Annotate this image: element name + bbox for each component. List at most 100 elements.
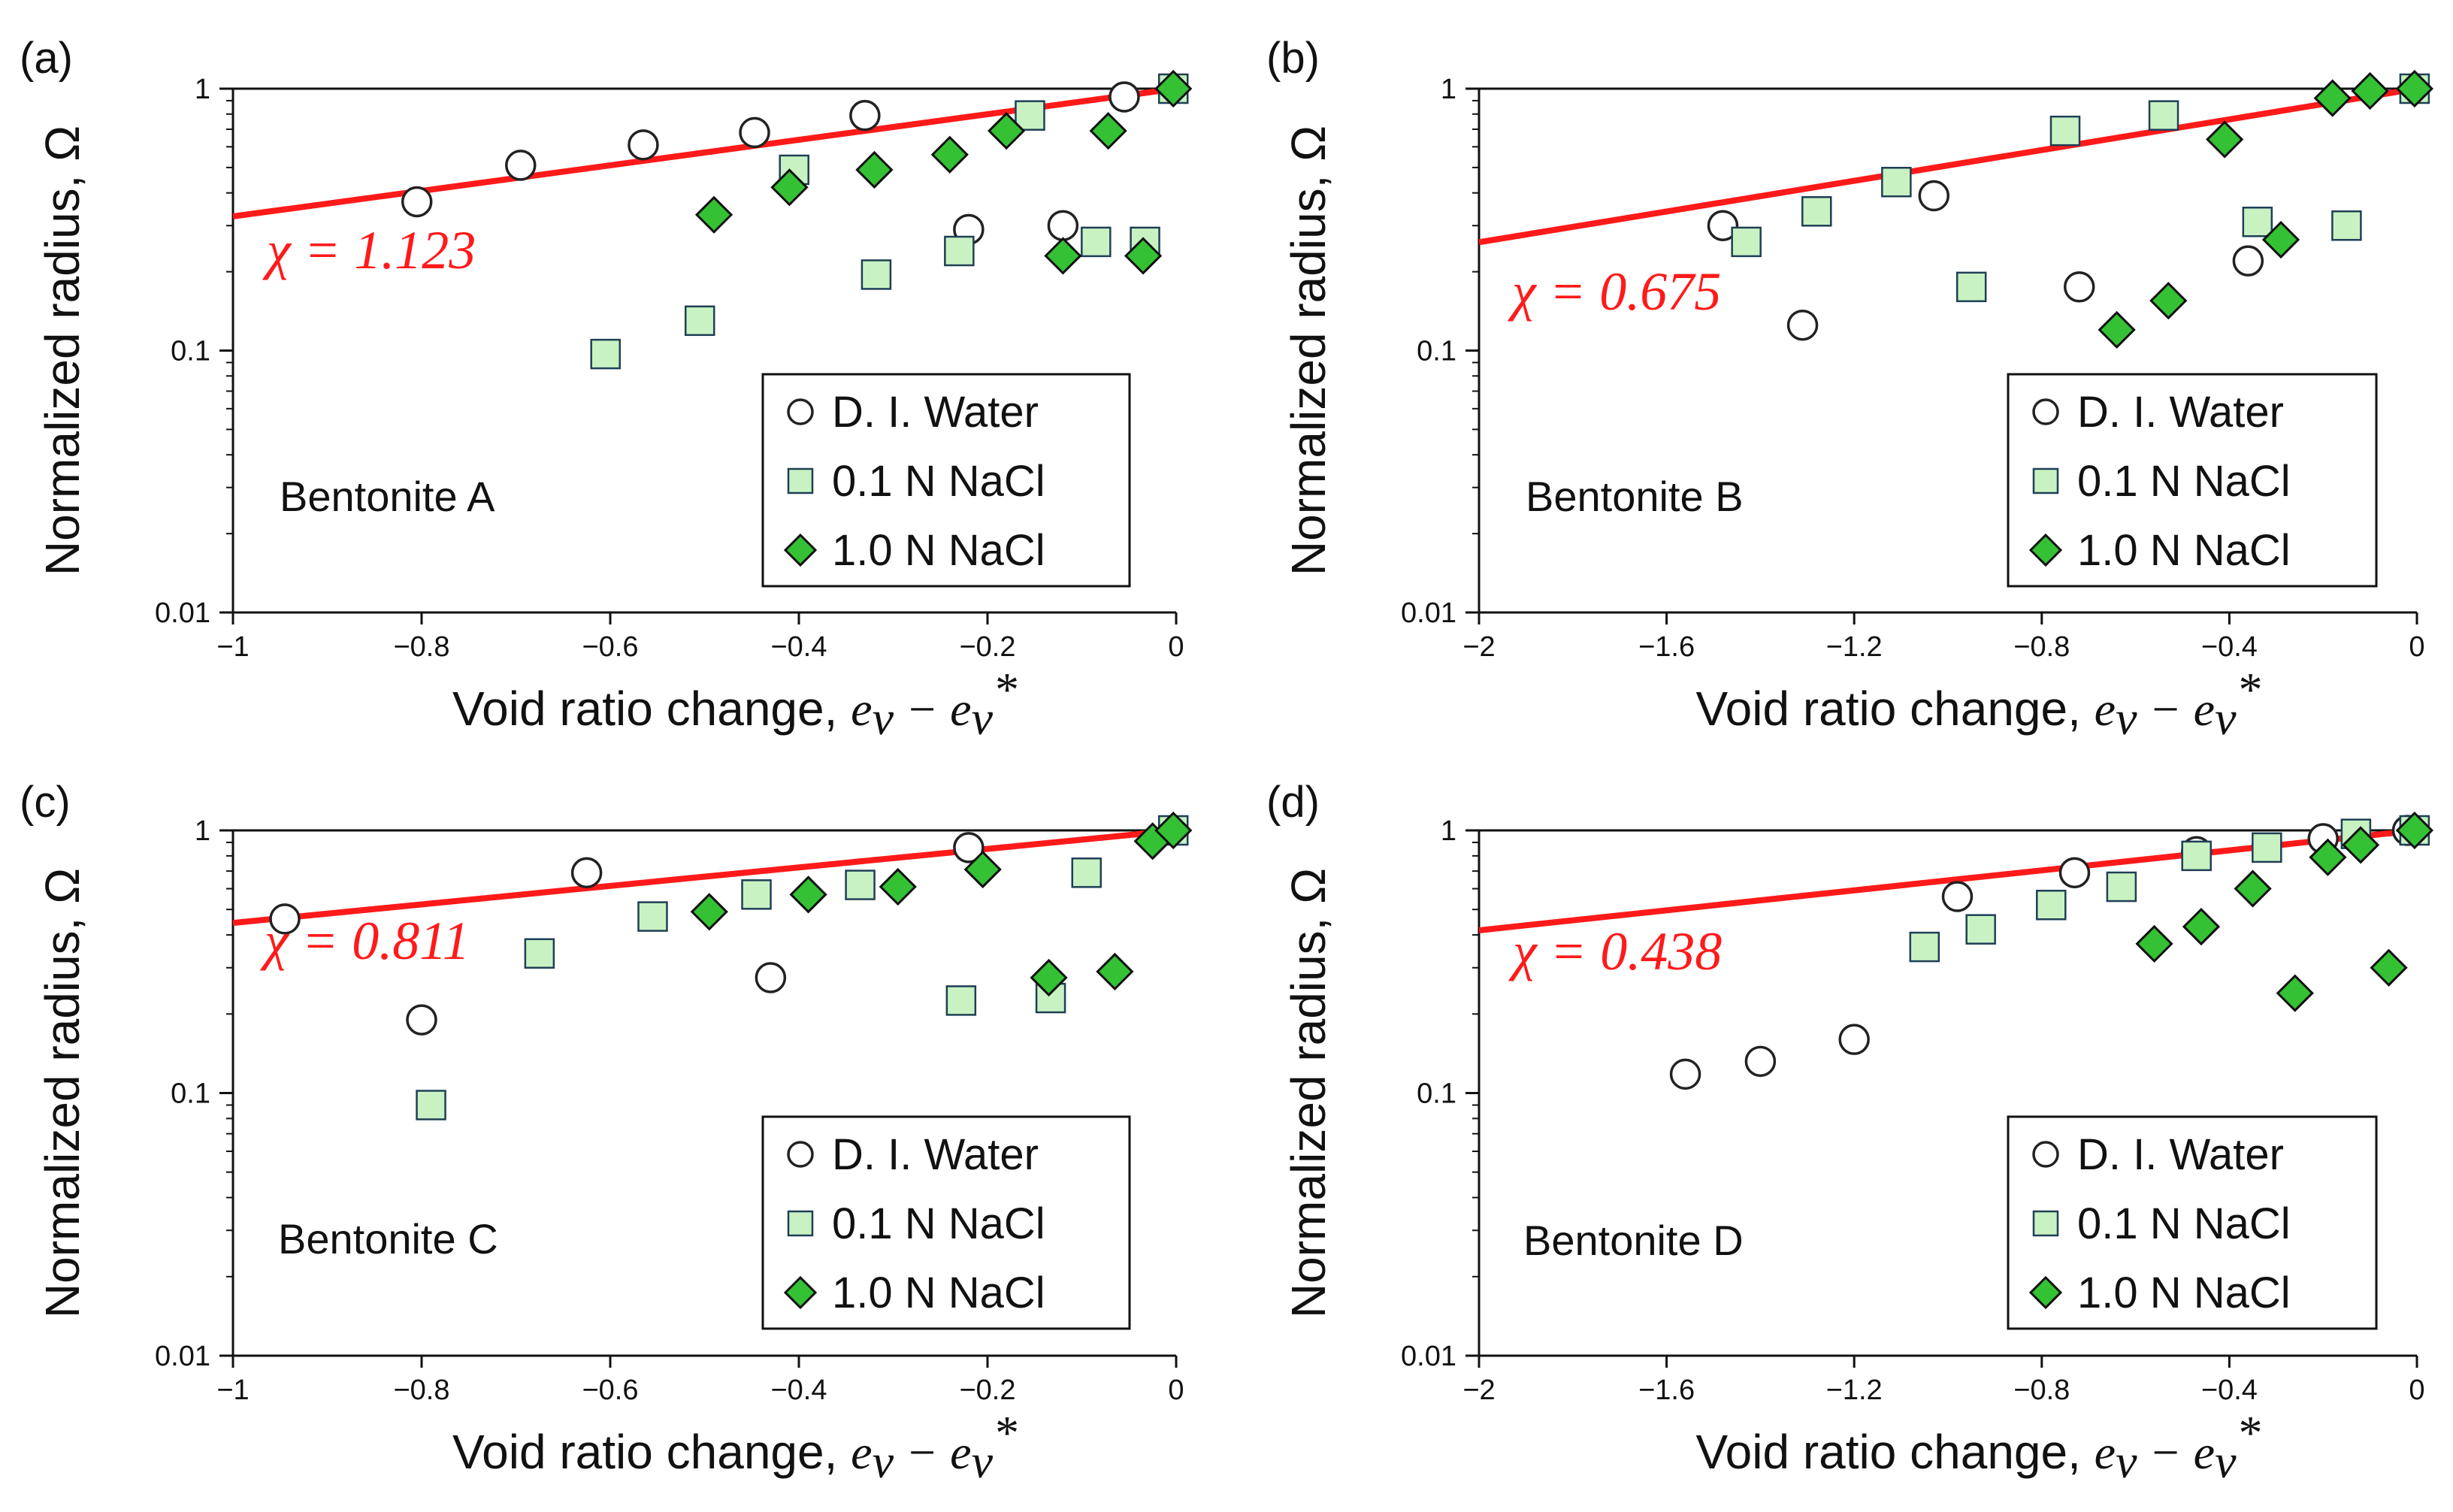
nacl-10-point [879, 867, 917, 906]
legend: D. I. Water 0.1 N NaCl 1.0 N NaCl [2007, 1115, 2378, 1330]
nacl-10-point [2313, 79, 2352, 117]
legend-marker [783, 1275, 818, 1310]
x-tick-label: 0 [1168, 631, 1184, 663]
nacl-01-point [2049, 115, 2081, 147]
water-point [269, 903, 301, 935]
nacl-10-point [694, 195, 733, 234]
water-point [1838, 1024, 1870, 1055]
panel-label: (b) [1266, 34, 1320, 83]
legend-entry: D. I. Water [2077, 1130, 2284, 1179]
nacl-01-point [1965, 914, 1996, 945]
nacl-01-point [637, 901, 668, 932]
nacl-01-point [1071, 857, 1102, 888]
water-point [849, 99, 881, 132]
legend-marker [2028, 533, 2063, 567]
nacl-10-point [690, 893, 728, 931]
nacl-01-point [944, 235, 975, 267]
x-tick-label: −0.2 [959, 631, 1015, 663]
x-tick-label: −0.6 [582, 1374, 638, 1406]
nacl-01-point [2148, 100, 2179, 131]
water-point [1941, 881, 1974, 912]
nacl-10-point [1154, 69, 1193, 108]
y-tick-label: 0.1 [1417, 1078, 1456, 1110]
y-tick-label: 0.01 [155, 597, 210, 629]
sample-label: Bentonite D [1523, 1217, 1744, 1264]
x-axis-title: Void ratio change, ev − ev* [452, 1406, 1017, 1488]
panel-a: −1 −0.8 −0.6 −0.4 −0.2 0 0.01 0.1 1 χ = 1.123 Bent… [20, 34, 1193, 745]
nacl-10-point [2276, 974, 2314, 1012]
nacl-10-point [2234, 869, 2272, 908]
nacl-10-point [855, 150, 894, 189]
nacl-01-point [1909, 931, 1940, 963]
x-tick-label: 0 [2409, 631, 2424, 663]
fit-label: χ = 0.438 [1508, 921, 1722, 981]
x-tick-label: −0.8 [2013, 1374, 2070, 1406]
nacl-01-point [945, 985, 977, 1016]
legend-box [2007, 1115, 2378, 1330]
x-tick-label: −0.2 [959, 1374, 1015, 1406]
water-point [570, 857, 603, 889]
y-tick-label: 0.1 [1417, 336, 1456, 367]
legend-marker [787, 467, 814, 494]
y-tick-label: 0.01 [155, 1341, 210, 1372]
y-axis-title: Normalized radius, Ω [1281, 868, 1335, 1318]
nacl-10-point [1044, 237, 1082, 275]
y-axis-title: Normalized radius, Ω [1281, 125, 1335, 576]
panel-d: −2 −1.6 −1.2 −0.8 −0.4 0 0.01 0.1 1 χ = 0.438 Bent… [1266, 778, 2434, 1488]
nacl-01-point [1731, 226, 1762, 258]
y-tick-label: 1 [1441, 74, 1456, 105]
x-tick-label: −0.4 [2201, 1374, 2258, 1406]
legend-box [761, 1115, 1131, 1330]
legend-marker [787, 1141, 814, 1168]
nacl-10-point [1089, 112, 1127, 150]
fit-label: χ = 1.123 [262, 220, 476, 280]
x-tick-label: −1.6 [1638, 1374, 1695, 1406]
nacl-10-point [2309, 838, 2347, 876]
water-point [1109, 81, 1140, 113]
y-axis-title: Normalized radius, Ω [35, 125, 89, 576]
x-tick-label: −1.6 [1638, 631, 1695, 663]
legend-marker [2028, 1275, 2063, 1310]
legend-marker [2032, 1210, 2059, 1237]
nacl-01-point [1881, 167, 1912, 198]
x-tick-label: −2 [1462, 1374, 1495, 1406]
nacl-01-point [845, 869, 876, 900]
y-axis-title: Normalized radius, Ω [35, 868, 89, 1318]
nacl-10-point [2261, 220, 2300, 259]
water-point [1744, 1045, 1777, 1078]
nacl-01-point [1801, 196, 1832, 227]
legend-entry: 1.0 N NaCl [832, 1269, 1045, 1317]
nacl-10-point [963, 850, 1002, 889]
water-point [1047, 210, 1079, 241]
y-tick-label: 1 [1441, 815, 1456, 847]
water-point [755, 962, 787, 993]
nacl-10-point [930, 135, 969, 174]
fit-line [1479, 89, 2417, 246]
legend-entry: D. I. Water [832, 388, 1039, 437]
x-tick-label: −0.6 [582, 631, 638, 663]
x-tick-label: 0 [1168, 1374, 1184, 1406]
nacl-10-point [770, 168, 809, 207]
legend-marker [787, 1210, 814, 1237]
legend-entry: 0.1 N NaCl [2077, 1199, 2291, 1248]
x-tick-label: −1.2 [1826, 1374, 1883, 1406]
panel-b: −2 −1.6 −1.2 −0.8 −0.4 0 0.01 0.1 1 χ = 0.675 Bent… [1266, 34, 2434, 745]
water-point [2058, 857, 2091, 889]
nacl-01-point [2252, 832, 2282, 863]
water-point [2232, 245, 2264, 277]
legend-entry: 0.1 N NaCl [832, 1199, 1045, 1248]
nacl-01-point [1015, 100, 1045, 131]
legend-marker [783, 533, 818, 567]
sample-label: Bentonite C [278, 1215, 498, 1263]
legend-entry: D. I. Water [2077, 388, 2284, 437]
nacl-01-point [416, 1090, 446, 1120]
water-point [1786, 309, 1819, 341]
legend-marker [2032, 398, 2059, 425]
x-tick-label: −0.4 [770, 1374, 827, 1406]
x-tick-label: −0.8 [2013, 631, 2070, 663]
y-tick-label: 0.1 [171, 336, 210, 367]
nacl-10-point [1030, 958, 1068, 997]
sample-label: Bentonite B [1526, 473, 1744, 520]
nacl-10-point [2351, 71, 2389, 110]
legend-entry: 1.0 N NaCl [2077, 526, 2291, 575]
